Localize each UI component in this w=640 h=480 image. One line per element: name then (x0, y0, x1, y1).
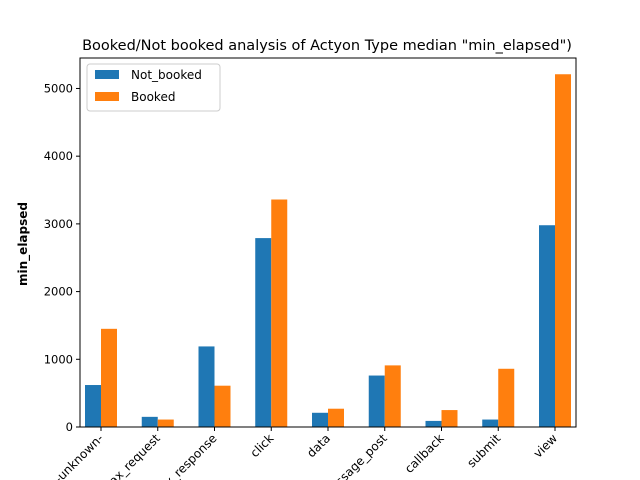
y-tick-label: 3000 (44, 217, 73, 231)
y-tick-label: 5000 (44, 81, 73, 95)
legend: Not_booked Booked (86, 63, 221, 112)
plot-area-frame (79, 57, 577, 428)
bar-booked-data (328, 408, 344, 427)
legend-swatch-not-booked (95, 70, 119, 79)
bar-booked-callback (441, 410, 458, 427)
bar-not-booked-submit (482, 419, 499, 427)
bar-booked-ajax-response (214, 385, 231, 427)
bar-not-booked-click (255, 238, 272, 427)
bar-not-booked-data (312, 412, 328, 427)
y-axis-label: min_elapsed (16, 202, 31, 286)
y-tick-label: 0 (66, 420, 73, 434)
legend-label-booked: Booked (131, 90, 175, 104)
y-tick-label: 1000 (44, 352, 73, 366)
legend-swatch-booked (95, 92, 119, 101)
bar-booked-view (555, 74, 571, 427)
y-tick-label: 4000 (44, 149, 73, 163)
bar-not-booked-ajax-request (141, 416, 158, 427)
bar-not-booked-ajax-response (198, 346, 215, 427)
bar-booked-submit (498, 368, 515, 427)
y-tick-label: 2000 (44, 285, 73, 299)
bar-not-booked-view (539, 225, 555, 427)
bar-not-booked-unknown (85, 385, 101, 427)
bar-booked-unknown (101, 328, 117, 427)
bar-not-booked-message-post (368, 375, 385, 427)
chart-title: Booked/Not booked analysis of Actyon Typ… (82, 38, 572, 54)
legend-frame (86, 63, 221, 112)
bars-group (85, 74, 571, 427)
bar-booked-message-post (384, 365, 401, 427)
bar-booked-ajax-request (157, 419, 174, 427)
legend-label-not-booked: Not_booked (131, 68, 202, 82)
y-axis-ticks: 0 1000 2000 3000 4000 5000 (44, 81, 80, 434)
bar-not-booked-callback (425, 420, 442, 427)
bar-booked-click (271, 199, 288, 427)
